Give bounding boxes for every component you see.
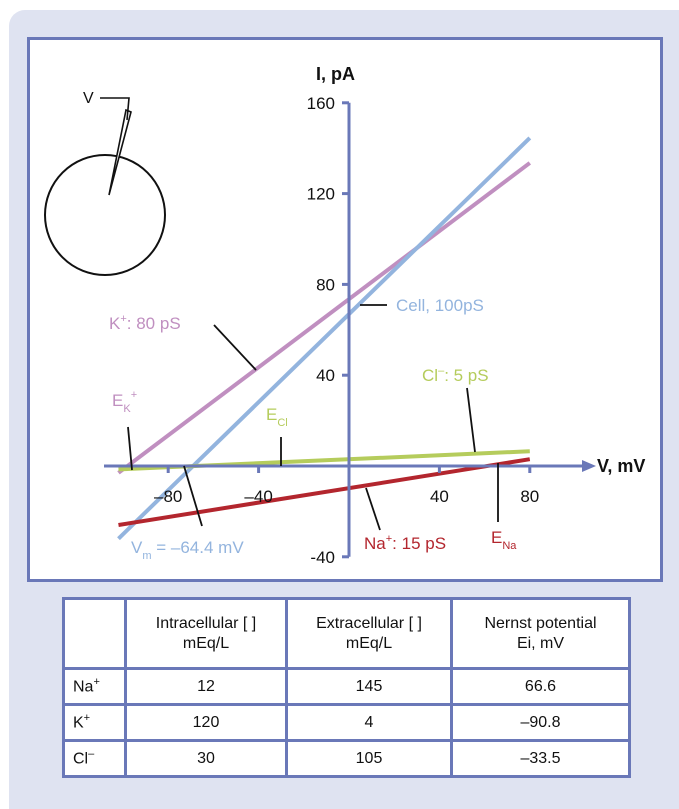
header-extracellular-line2: mEq/L xyxy=(345,634,393,652)
na-line-label: Na+: 15 pS xyxy=(364,533,446,553)
intracellular-cell: 120 xyxy=(124,703,288,742)
series-line-na xyxy=(118,457,531,527)
electrode-icon xyxy=(108,108,132,196)
k-line-leader xyxy=(213,324,257,371)
electrode-wire xyxy=(100,97,130,121)
table-row: K+ 120 4 –90.8 xyxy=(62,703,631,742)
y-tick-label: -40 xyxy=(310,548,335,567)
extracellular-cell: 105 xyxy=(285,739,453,778)
iv-chart: V 160 120 80 40 -40 –80 –40 40 80 I, pA V, mV K+: … xyxy=(44,64,645,567)
ion-cell: K+ xyxy=(62,703,127,742)
chart-frame: V 160 120 80 40 -40 –80 –40 40 80 I, pA V, mV K+: … xyxy=(27,37,663,582)
ena-label: ENa xyxy=(491,528,517,552)
y-tick-label: 160 xyxy=(307,94,335,113)
intracellular-cell: 30 xyxy=(124,739,288,778)
cell-circle xyxy=(44,154,166,276)
series-line-cell xyxy=(117,136,532,541)
series-line-k xyxy=(117,161,532,475)
cell-line-label: Cell, 100pS xyxy=(396,296,484,315)
plot-area: 160 120 80 40 -40 –80 –40 40 80 I, pA V, mV xyxy=(104,64,645,567)
header-nernst-line2: Ei, mV xyxy=(516,634,565,652)
nernst-table-wrap: Intracellular [ ] mEq/L Extracellular [ ]… xyxy=(62,597,631,778)
vm-leader xyxy=(183,465,203,527)
nernst-table: Intracellular [ ] mEq/L Extracellular [ ]… xyxy=(62,597,631,778)
header-extracellular: Extracellular [ ] mEq/L xyxy=(285,597,453,670)
k-line-label: K+: 80 pS xyxy=(109,313,181,333)
ion-cell: Na+ xyxy=(62,667,127,706)
vm-label: Vm = –64.4 mV xyxy=(131,538,244,562)
nernst-cell: –33.5 xyxy=(450,739,631,778)
cl-line-label: Cl–: 5 pS xyxy=(422,365,489,385)
extracellular-cell: 4 xyxy=(285,703,453,742)
y-axis-title: I, pA xyxy=(316,64,355,84)
table-header-row: Intracellular [ ] mEq/L Extracellular [ ]… xyxy=(62,597,631,670)
ek-leader xyxy=(127,426,133,471)
header-nernst: Nernst potential Ei, mV xyxy=(450,597,631,670)
line-labels: K+: 80 pS Cell, 100pS Cl–: 5 pS Na+: 15 … xyxy=(109,296,517,562)
nernst-cell: –90.8 xyxy=(450,703,631,742)
cell-schematic: V xyxy=(44,90,166,276)
header-extracellular-line1: Extracellular [ ] xyxy=(316,614,422,632)
ek-label: EK+ xyxy=(112,389,137,415)
x-tick-label: –40 xyxy=(244,487,272,506)
extracellular-cell: 145 xyxy=(285,667,453,706)
header-intracellular-line2: mEq/L xyxy=(182,634,230,652)
ecl-label: ECl xyxy=(266,405,288,429)
y-tick-label: 40 xyxy=(316,366,335,385)
nernst-cell: 66.6 xyxy=(450,667,631,706)
ion-cell: Cl– xyxy=(62,739,127,778)
x-axis-arrow xyxy=(582,460,596,472)
header-intracellular: Intracellular [ ] mEq/L xyxy=(124,597,288,670)
x-axis-title: V, mV xyxy=(597,456,645,476)
x-tick-label: 80 xyxy=(520,487,539,506)
header-nernst-line1: Nernst potential xyxy=(484,614,597,632)
y-tick-label: 80 xyxy=(316,275,335,294)
header-intracellular-line1: Intracellular [ ] xyxy=(155,614,257,632)
cl-line-leader xyxy=(466,387,476,453)
na-line-leader xyxy=(365,487,381,531)
y-tick-label: 120 xyxy=(307,185,335,204)
x-tick-label: 40 xyxy=(430,487,449,506)
x-tick-label: –80 xyxy=(154,487,182,506)
electrode-label: V xyxy=(83,90,94,107)
intracellular-cell: 12 xyxy=(124,667,288,706)
table-row: Cl– 30 105 –33.5 xyxy=(62,739,631,778)
table-row: Na+ 12 145 66.6 xyxy=(62,667,631,706)
header-ion xyxy=(62,597,127,670)
